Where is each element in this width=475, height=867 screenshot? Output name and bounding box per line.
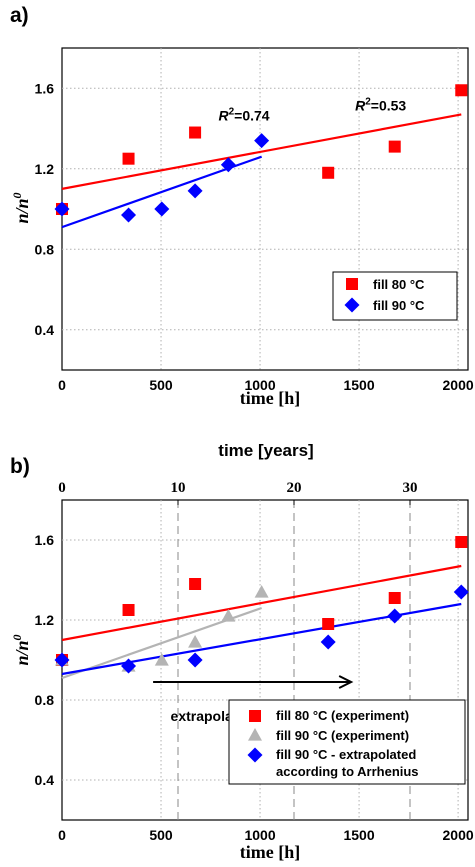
panel-b-points (54, 536, 469, 674)
panel-a-y-axis-title: n/n0 (10, 192, 32, 223)
data-point (320, 634, 336, 650)
data-point (122, 604, 135, 616)
data-point (387, 608, 403, 624)
legend-marker-fill-90-experiment (248, 728, 262, 741)
data-point (154, 653, 169, 666)
legend-square (249, 710, 261, 722)
panel-b-legend: fill 80 °C (experiment) fill 90 °C (expe… (228, 699, 466, 785)
y-tick-label: 0.8 (35, 692, 55, 708)
data-point (122, 152, 135, 165)
data-point (388, 592, 401, 604)
data-point (254, 133, 270, 149)
legend-label-fill-80-experiment: fill 80 °C (experiment) (276, 708, 409, 723)
panel-b-legend-box (228, 699, 466, 785)
data-point (188, 635, 203, 648)
data-point (189, 126, 202, 139)
r-squared-label: R2=0.74 (218, 106, 269, 123)
data-point (221, 609, 236, 622)
top-tick-label: 10 (171, 480, 186, 496)
panel-a-y-ticks: 0.4 0.8 1.2 1.6 (35, 80, 55, 338)
legend-label-fill-90-extrapolated-line1: fill 90 °C - extrapolated (276, 747, 416, 762)
x-tick-label: 1500 (343, 827, 374, 843)
y-tick-label: 1.6 (35, 532, 55, 548)
y-tick-label: 0.4 (35, 772, 55, 788)
legend-label-fill-90-experiment: fill 90 °C (experiment) (276, 728, 409, 743)
r-squared-label: R2=0.53 (355, 96, 406, 113)
data-point (322, 618, 335, 630)
data-point (187, 652, 203, 668)
legend-marker-fill-90-extrapolated (247, 747, 263, 763)
data-point (455, 536, 468, 548)
panel-a-frame (61, 47, 469, 371)
data-point (54, 652, 70, 668)
top-tick-label: 20 (287, 480, 302, 496)
legend-diamond (344, 297, 360, 313)
x-tick-label: 0 (58, 377, 66, 393)
arrow-head (338, 675, 354, 689)
x-tick-label: 2000 (443, 827, 474, 843)
legend-label-fill-80: fill 80 °C (373, 277, 425, 292)
y-tick-label: 0.8 (35, 241, 55, 257)
extrapolation-arrow (153, 675, 354, 689)
x-tick-label: 500 (149, 827, 173, 843)
panel-a-plot: 0.40.81.21.6 0 500 1000 1500 2000 R2=0.74R2=… (10, 47, 474, 408)
panel-b-plot: 0.40.81.21.6 0 500 1000 1500 2000 0 10 20 30 ex… (10, 480, 474, 862)
legend-square (346, 278, 358, 290)
panel-b-x-ticks: 0 500 1000 1500 2000 (58, 827, 474, 843)
data-point (187, 183, 203, 199)
panel-a-label: a) (10, 4, 29, 27)
panel-a-fit-lines (61, 113, 462, 229)
top-tick-label: 30 (403, 480, 418, 496)
data-point (254, 585, 269, 598)
legend-marker-fill-90 (344, 297, 360, 313)
y-tick-label: 1.2 (35, 612, 55, 628)
fit-line (61, 602, 462, 676)
panel-b-top-axis-title: time [years] (218, 441, 313, 460)
legend-diamond (247, 747, 263, 763)
x-tick-label: 1500 (343, 377, 374, 393)
data-point (322, 166, 335, 179)
data-point (54, 201, 70, 217)
panel-b-top-ticks: 0 10 20 30 (58, 480, 418, 505)
data-point (121, 207, 137, 223)
legend-triangle (248, 728, 262, 741)
panel-b-y-ticks: 0.4 0.8 1.2 1.6 (35, 532, 55, 788)
data-point (189, 578, 202, 590)
panel-b-y-axis-title: n/n0 (10, 634, 32, 665)
panel-a-legend: fill 80 °C fill 90 °C (332, 271, 458, 321)
fit-line (61, 113, 462, 190)
panel-a-annotations: R2=0.74 R2=0.53 (218, 96, 406, 123)
data-point (220, 157, 236, 173)
legend-label-fill-90: fill 90 °C (373, 298, 425, 313)
legend-label-fill-90-extrapolated-line2: according to Arrhenius (276, 764, 419, 779)
panel-b-x-axis-title: time [h] (240, 842, 300, 862)
panel-a-x-ticks: 0 500 1000 1500 2000 (58, 377, 474, 393)
legend-marker-fill-80 (346, 278, 358, 290)
panel-b-fit-lines (61, 564, 462, 680)
data-point (121, 658, 137, 674)
data-point (455, 84, 468, 97)
x-tick-label: 2000 (443, 377, 474, 393)
y-tick-label: 0.4 (35, 322, 55, 338)
fit-line (61, 564, 462, 642)
data-point (154, 201, 170, 217)
x-tick-label: 1000 (244, 827, 275, 843)
top-tick-label: 0 (58, 480, 66, 496)
x-tick-label: 0 (58, 827, 66, 843)
y-tick-label: 1.2 (35, 161, 55, 177)
panel-b-label: b) (10, 455, 30, 478)
data-point (388, 140, 401, 153)
panel-a-x-axis-title: time [h] (240, 388, 300, 408)
data-point (453, 584, 469, 600)
y-tick-label: 1.6 (35, 80, 55, 96)
x-tick-label: 1000 (244, 377, 275, 393)
legend-marker-fill-80-experiment (249, 710, 261, 722)
panel-a-grid (62, 48, 468, 370)
x-tick-label: 500 (149, 377, 173, 393)
panel-a-points (54, 84, 468, 223)
